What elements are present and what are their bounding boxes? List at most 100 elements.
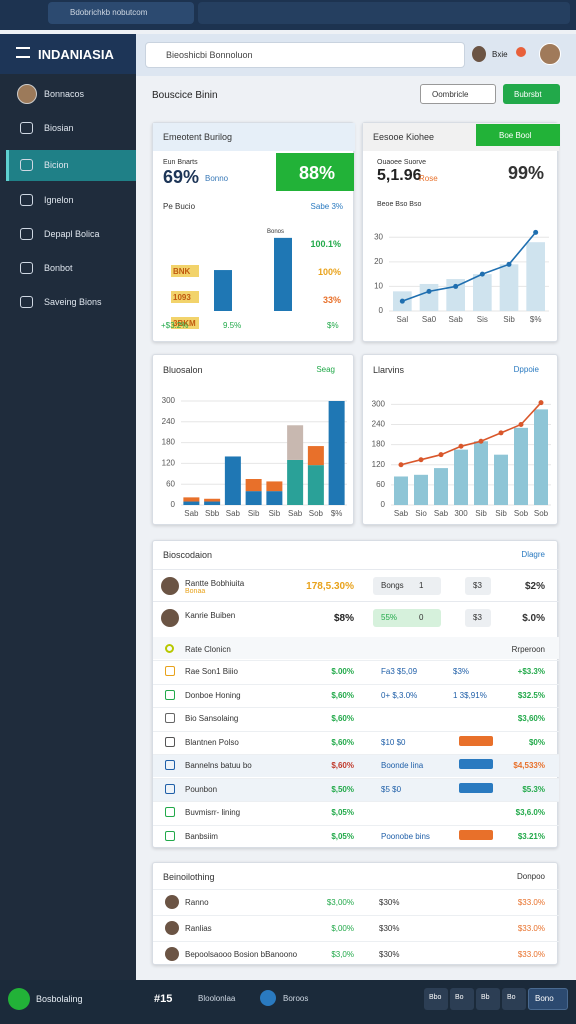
bar [534,409,548,505]
y-tick-label: 180 [162,438,176,447]
y-tick-label: 240 [372,420,386,429]
y-tick-label: 30 [374,232,383,241]
row-divider [153,889,559,890]
avatar [161,577,179,595]
x-tick-label: Sal [397,315,409,324]
cell: 0 [419,613,424,622]
y-tick-label: 180 [372,440,386,449]
cell: $3 [473,581,482,590]
bar-segment [224,456,241,505]
row-divider [153,707,559,708]
avatar [165,895,179,909]
y-tick-label: 300 [372,399,386,408]
button[interactable] [476,988,500,1010]
pill [459,782,493,793]
row-label: Donboe Honing [185,690,241,700]
header-button[interactable] [503,84,560,104]
card: Eesooe Kiohee Boe Bool Ouaoee Suorve 5,1.96… [362,122,560,342]
marker [418,457,424,463]
row-label: Bannelns batuu bo [185,761,252,770]
tag-label: 1093 [173,293,191,302]
x-tick-label: Sis [477,315,488,324]
marker [478,438,484,444]
sub-label: Pe Bucio [163,202,196,211]
nav-active [6,150,136,181]
dropdown[interactable] [420,84,496,104]
card-right: Donpoo [516,872,545,881]
cell: $,50% [331,784,354,794]
button[interactable] [424,988,448,1010]
row-label: Bepoolsaooo Bosion bBanoono [185,950,298,959]
section-title: Rate Clonicn [185,645,231,654]
card-title: Bluosalon [163,365,203,375]
stat: 100.1% [310,239,341,249]
sidebar [0,34,136,980]
x-tick-label: Sob [534,509,549,518]
card-button[interactable] [476,124,560,146]
button[interactable] [450,988,474,1010]
row-icon [165,807,175,817]
cell: $4,533% [513,761,545,770]
marker [438,452,444,458]
search[interactable] [145,42,465,68]
primary-button[interactable] [528,988,568,1010]
y-tick-label: 240 [162,417,176,426]
chart: 0 10 20 30 Sal Sa0 Sab Sis Sib $% [374,229,549,324]
pill [459,759,493,769]
marker [453,283,459,289]
row-divider [153,915,559,916]
search-placeholder: Bieoshicbi Bonnoluon [166,50,253,60]
nav-item[interactable]: Depapl Bolica [44,229,100,239]
person-name: Rantte Bobhiuita [185,579,245,588]
section-right: Rrperoon [511,645,545,654]
tab-title[interactable]: Bdobrichkb nobutcom [70,8,148,17]
avatar [161,609,179,627]
nav-item[interactable]: Biosian [44,123,74,133]
nav-icon [20,194,33,206]
row-icon [165,760,175,770]
card-title: Emeotent Burilog [163,132,233,142]
cell: $,60% [331,714,354,723]
highlight-value: 99% [508,163,545,183]
row-label: Blantnen Polso [185,737,239,747]
cell: $5.3% [522,784,545,794]
tag-label: BNK [173,267,191,276]
bar [499,264,519,311]
cell: $33.0% [517,950,545,959]
marker [458,443,464,449]
avatar [165,921,179,935]
avatar [472,46,486,62]
y-tick-label: 10 [374,282,383,291]
card: Llarvins Dppoie 0 60 120 180 240 300 Sab Sio Sab 30… [362,354,558,525]
kpi: 5,1.96 [377,167,422,184]
nav-icon [20,296,33,308]
nav-item[interactable]: Bonbot [44,263,73,273]
button-label: Bbo [429,994,442,1001]
tag: Boroos [283,994,309,1003]
y-tick-label: 60 [376,480,385,489]
footer-stat: $% [327,321,339,330]
pill [465,577,491,595]
row-icon [165,666,175,676]
tab [48,2,194,24]
bar-segment [307,465,324,505]
brand-bar [0,34,136,74]
card-title: Eesooe Kiohee [373,132,435,142]
nav-item[interactable]: Ignelon [44,195,74,205]
row-highlight [153,778,559,801]
footer-stat: +$3.2% [161,321,189,330]
cell: $33.0% [517,924,545,933]
y-tick-label: 60 [166,479,175,488]
bar [474,441,488,505]
marker [538,400,544,406]
button[interactable] [502,988,526,1010]
bar-segment [183,501,200,505]
chart [214,237,292,311]
marker [426,288,432,294]
nav-icon [20,122,33,134]
row-label: Pounbon [185,784,218,794]
user-name: Bonnacos [44,89,85,99]
highlight [276,153,354,191]
nav-item[interactable]: Saveing Bions [44,297,102,307]
nav-item[interactable]: Bicion [44,160,69,170]
